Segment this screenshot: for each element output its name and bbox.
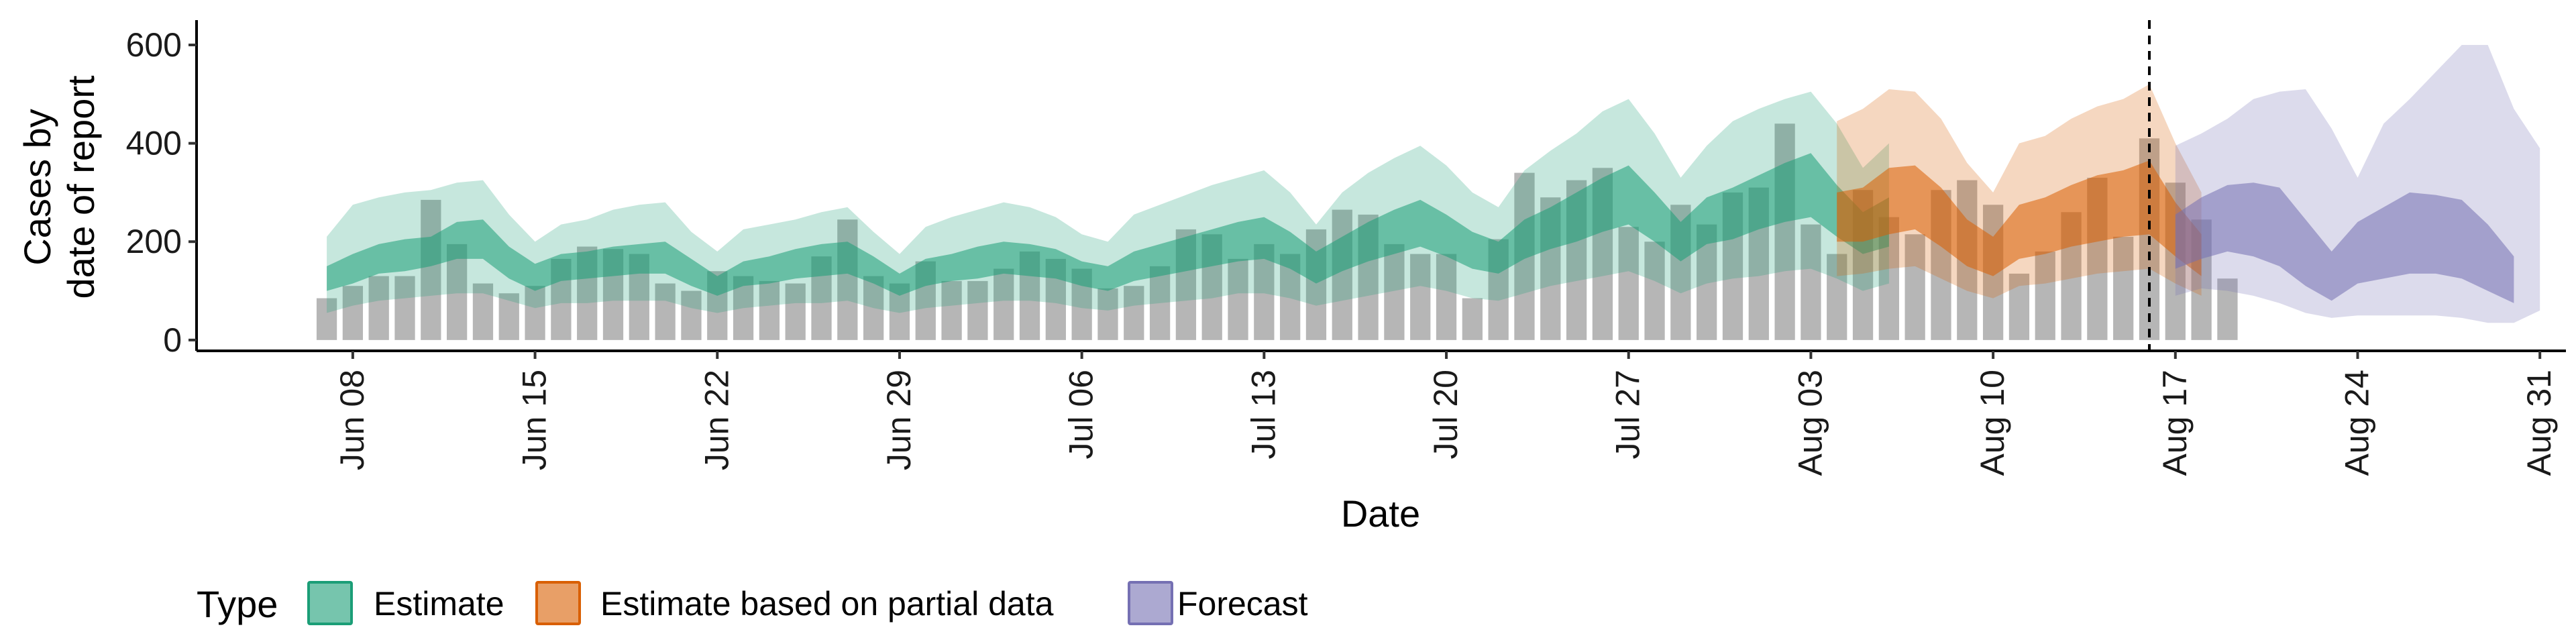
ribbon-outer-estimate-based-on-partial-data [1837,84,2202,299]
bar [1462,298,1483,340]
ribbon-inner-estimate [327,153,1889,296]
bar [837,219,858,340]
bar [1774,123,1795,340]
bar [1801,224,1821,340]
bar [1097,288,1118,340]
bar [1332,209,1352,340]
bar [394,276,415,340]
bar [941,280,962,340]
y-tick-label: 200 [126,223,182,260]
bar [472,283,494,340]
bar [421,199,441,340]
bar [785,283,806,340]
bar [1436,254,1457,340]
bar [316,298,337,340]
x-tick-label: Jul 20 [1427,370,1464,459]
x-tick-label: Jun 15 [516,370,553,470]
bar [967,280,988,340]
ribbons-layer [327,45,2540,323]
legend-key-partial [535,581,581,625]
x-tick-label: Jul 27 [1609,370,1647,459]
x-tick-label: Aug 24 [2339,370,2376,476]
legend: Type Estimate Estimate based on partial … [197,581,1308,625]
y-axis-title-line-1: Cases by [16,109,58,265]
legend-key-estimate [307,581,353,625]
bar [1644,241,1665,340]
bar [681,290,702,340]
bar [1384,244,1405,340]
bar [1618,227,1639,340]
ribbon-inner-estimate-based-on-partial-data [1837,160,2202,276]
y-tick-label: 400 [126,125,182,162]
bar [1904,234,1925,340]
bar [498,293,519,340]
bars-layer [316,123,2238,340]
y-tick-label: 0 [163,321,182,359]
y-axis-title-line-2: date of report [60,75,102,299]
bar [655,283,676,340]
bar [1827,254,1847,340]
x-tick-label: Aug 17 [2156,370,2194,476]
legend-title: Type [197,583,278,625]
y-tick-label: 600 [126,26,182,64]
x-tick-label: Jun 08 [333,370,371,470]
x-tick-label: Aug 31 [2520,370,2558,476]
bar [994,268,1014,340]
bar [1228,258,1248,340]
bar [1410,254,1431,340]
bar [525,286,545,340]
legend-label-estimate: Estimate [374,585,504,623]
x-tick-label: Aug 03 [1791,370,1829,476]
axes-layer: 0 200 400 600 Jun 08 Jun 15 Jun 22 Jun 29 Jul 06… [126,20,2566,476]
bar [2008,273,2030,340]
x-tick-label: Jul 06 [1063,370,1100,459]
legend-key-forecast [1128,581,1173,625]
ribbon-inner-forecast [2175,182,2514,303]
x-tick-label: Aug 10 [1974,370,2011,476]
x-tick-label: Jul 13 [1244,370,1282,459]
bar [342,286,364,340]
bar [2035,251,2055,340]
bar [759,280,780,340]
bar [1149,266,1171,340]
x-axis-title: Date [1341,492,1420,535]
x-tick-label: Jun 22 [698,370,735,470]
bar [2113,236,2134,340]
legend-label-forecast: Forecast [1177,585,1308,623]
bar [1124,286,1144,340]
x-tick-label: Jun 29 [880,370,918,470]
legend-label-partial: Estimate based on partial data [600,585,1054,623]
bar [368,276,389,340]
bar [2217,278,2238,340]
bar [863,276,884,340]
